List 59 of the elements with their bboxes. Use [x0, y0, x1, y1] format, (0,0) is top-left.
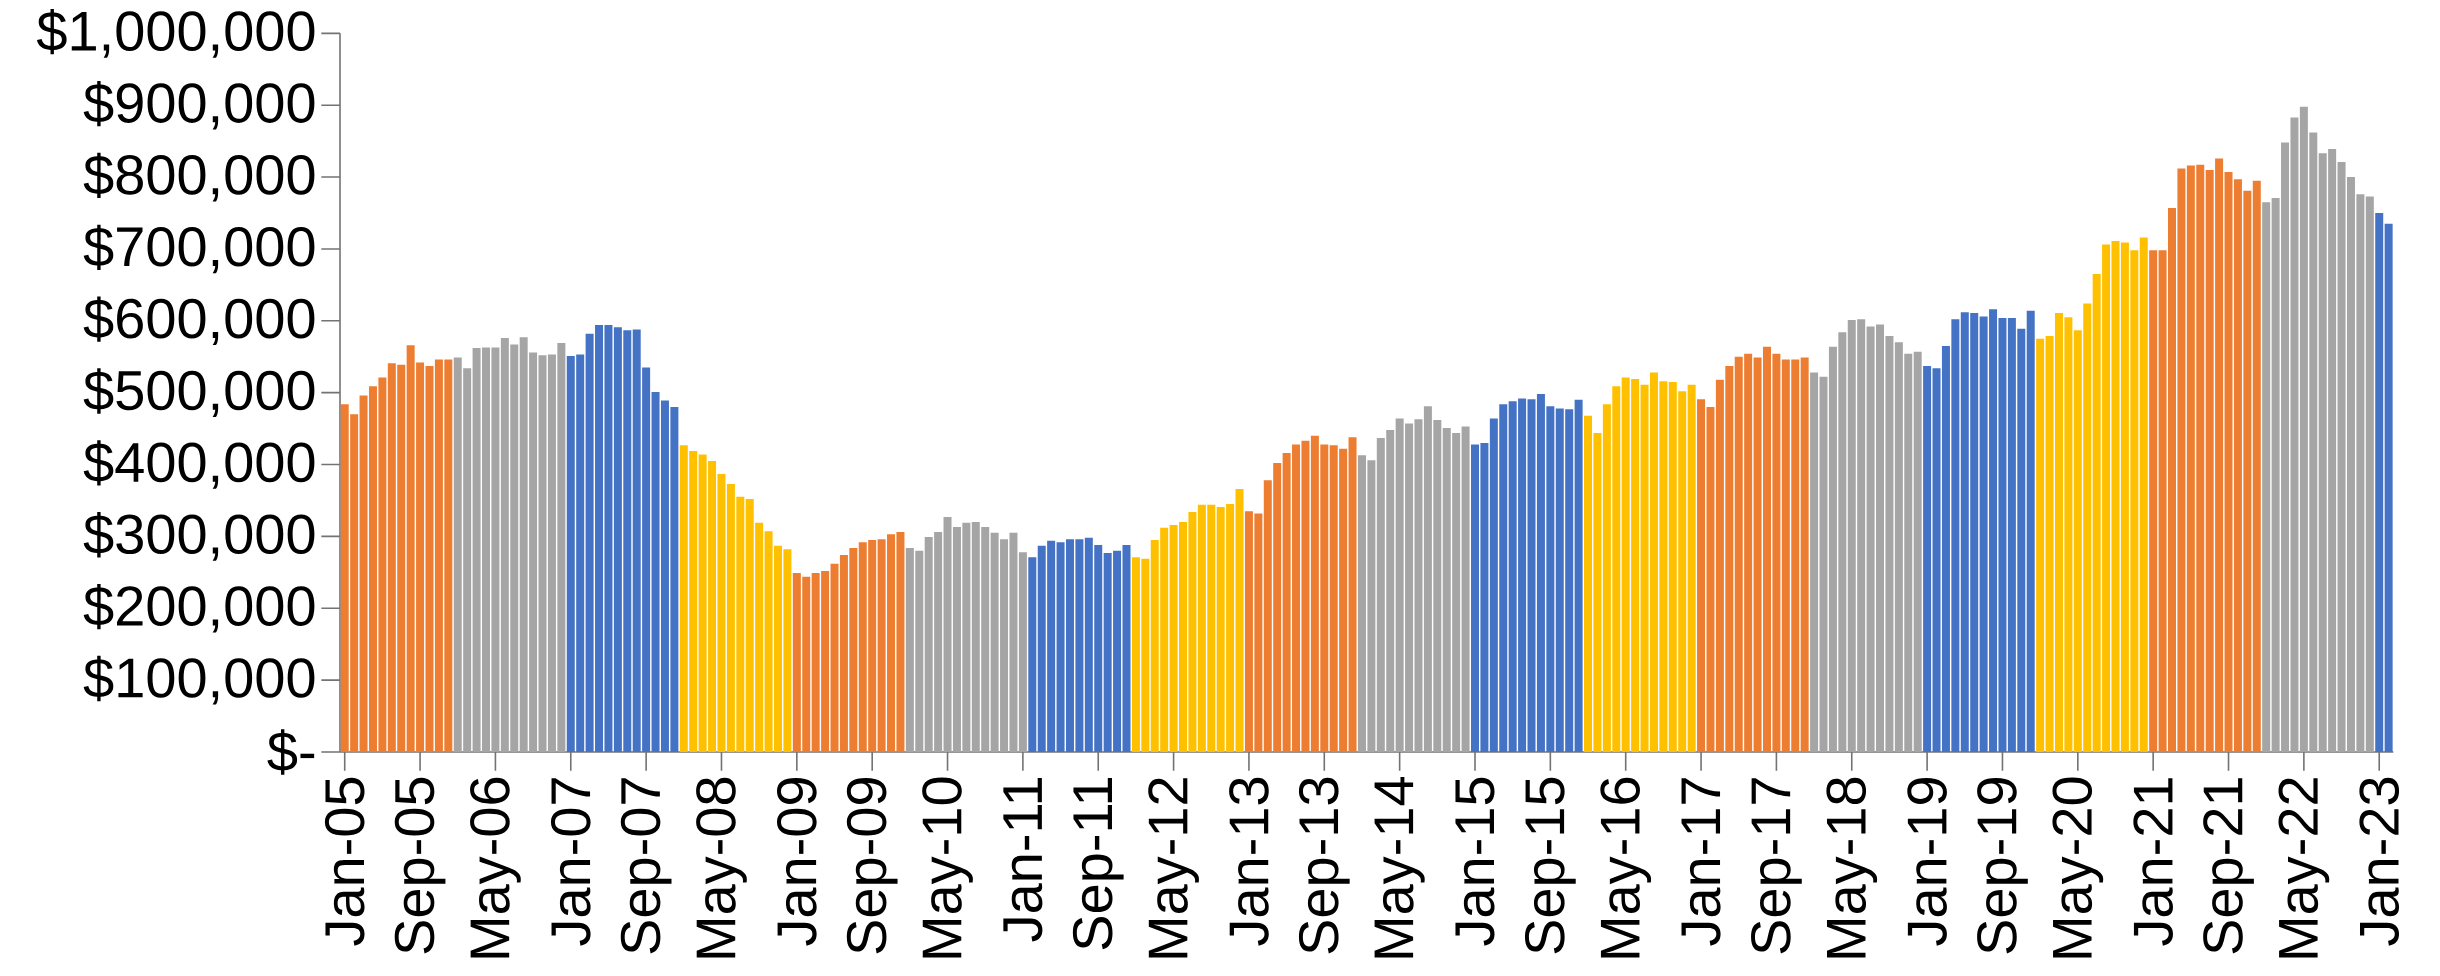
- bar: [2384, 223, 2393, 752]
- y-tick-label: $800,000: [83, 152, 315, 202]
- x-tick-label: Sep-07: [620, 778, 672, 954]
- x-tick-label: Jan-21: [2133, 778, 2173, 946]
- bar: [1235, 488, 1244, 752]
- y-tick-label: $300,000: [83, 512, 315, 561]
- x-tick-label: Sep-13: [1298, 777, 1350, 954]
- bar: [1028, 557, 1037, 752]
- x-tick-label: May-12: [1148, 778, 1199, 958]
- y-tick-label: $700,000: [83, 224, 315, 274]
- x-tick-label: May-06: [470, 777, 521, 958]
- y-tick-label: $500,000: [83, 368, 315, 417]
- x-tick-label: Jan-11: [1003, 778, 1043, 942]
- bar: [2149, 250, 2158, 752]
- y-tick-label: $100,000: [83, 655, 315, 705]
- x-tick-label: Jan-17: [1681, 778, 1721, 946]
- bar: [1574, 399, 1583, 752]
- x-tick-label: Jan-13: [1229, 777, 1269, 946]
- y-tick-label: $1,000,000: [36, 9, 315, 58]
- x-tick-label: May-18: [1826, 777, 1878, 958]
- x-tick-label: May-16: [1600, 777, 1652, 958]
- bar: [1348, 437, 1357, 752]
- bar: [2139, 237, 2148, 752]
- x-tick-label: Jan-07: [550, 778, 591, 946]
- x-tick-label: Sep-15: [1524, 777, 1576, 954]
- y-tick-label: $200,000: [83, 583, 315, 633]
- bar: [2262, 202, 2271, 752]
- x-tick-label: May-08: [696, 777, 747, 958]
- bar: [1923, 366, 1932, 752]
- x-tick-label: Sep-11: [1072, 778, 1124, 950]
- x-tick-label: Sep-09: [846, 778, 898, 954]
- x-tick-label: May-14: [1374, 777, 1425, 958]
- x-tick-label: May-20: [2052, 777, 2104, 958]
- y-tick-label: $-: [267, 729, 315, 775]
- bar: [1461, 426, 1470, 752]
- x-tick-label: Sep-19: [1977, 778, 2028, 954]
- x-tick-label: May-10: [922, 777, 973, 958]
- x-tick-label: May-22: [2278, 778, 2330, 958]
- y-tick-label: $600,000: [83, 296, 315, 346]
- y-tick-label: $400,000: [83, 440, 315, 489]
- x-tick-label: Jan-23: [2359, 777, 2400, 946]
- y-tick-label: $900,000: [83, 80, 315, 130]
- bar: [2026, 310, 2035, 752]
- x-tick-label: Jan-09: [777, 778, 817, 946]
- bar: [2365, 196, 2374, 752]
- x-tick-label: Jan-19: [1907, 778, 1947, 946]
- x-tick-label: Jan-15: [1455, 777, 1495, 946]
- bar: [1800, 357, 1809, 752]
- x-tick-label: Sep-21: [2203, 778, 2254, 954]
- bar: [1913, 351, 1922, 752]
- bar: [2036, 338, 2045, 752]
- bar: [1018, 552, 1027, 752]
- x-tick-label: Jan-05: [324, 777, 365, 946]
- bar: [1687, 384, 1696, 752]
- bar: [1810, 372, 1819, 752]
- bar: [2252, 180, 2261, 752]
- x-tick-label: Sep-17: [1751, 778, 1802, 954]
- bar: [2375, 213, 2384, 752]
- x-tick-label: Sep-05: [394, 777, 446, 954]
